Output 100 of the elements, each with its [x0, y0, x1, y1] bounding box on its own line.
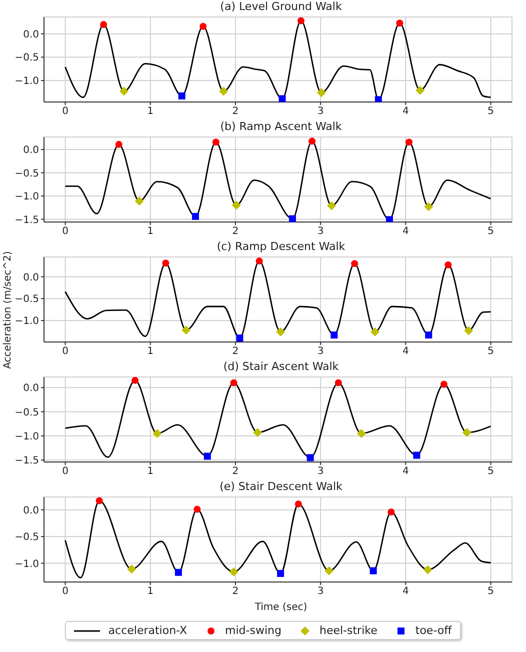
y-tick-label: 0.0 — [23, 272, 39, 284]
y-tick-label: −0.5 — [14, 52, 39, 64]
y-tick-label: 0.0 — [23, 145, 39, 156]
y-tick-label: −1.5 — [14, 456, 39, 467]
legend-label: heel-strike — [319, 624, 378, 637]
x-tick-label: 1 — [147, 586, 154, 598]
point — [232, 200, 241, 210]
x-tick-label: 0 — [62, 226, 68, 238]
point — [100, 20, 108, 28]
x-tick-label: 5 — [488, 106, 494, 118]
y-tick-label: −1.0 — [14, 431, 39, 442]
point — [127, 564, 136, 574]
x-tick-label: 4 — [402, 586, 409, 598]
y-tick-label: −1.0 — [14, 192, 39, 203]
point — [152, 429, 162, 438]
x-tick-label: 0 — [62, 106, 68, 118]
point — [200, 22, 207, 30]
x-tick-label: 5 — [488, 346, 494, 358]
point — [388, 508, 395, 516]
point — [374, 96, 382, 102]
x-tick-label: 4 — [402, 466, 409, 478]
point — [119, 86, 128, 96]
x-tick-label: 2 — [232, 466, 239, 478]
point — [288, 215, 296, 222]
point — [464, 326, 474, 336]
chart-title: (d) Stair Ascent Walk — [223, 360, 339, 373]
point — [276, 327, 286, 336]
point — [370, 327, 380, 336]
x-tick-label: 1 — [147, 226, 154, 238]
x-tick-label: 1 — [147, 106, 154, 118]
x-tick-label: 1 — [147, 466, 154, 478]
x-tick-label: 2 — [232, 346, 239, 358]
y-tick-label: −1.0 — [14, 558, 39, 570]
y-tick-label: −0.5 — [14, 168, 39, 180]
point — [278, 95, 286, 102]
point — [462, 428, 472, 438]
point — [386, 216, 393, 222]
point — [356, 429, 366, 438]
point — [96, 497, 103, 504]
x-tick-label: 4 — [402, 346, 409, 358]
y-tick-label: 0.0 — [23, 505, 39, 516]
point — [327, 201, 336, 210]
x-tick-label: 3 — [317, 346, 324, 358]
legend-label: mid-swing — [225, 624, 282, 637]
chart-title: (b) Ramp Ascent Walk — [219, 120, 343, 134]
point — [182, 326, 191, 335]
point — [134, 196, 144, 206]
point — [306, 454, 314, 462]
y-tick-label: −1.0 — [14, 76, 39, 88]
y-tick-label: −0.5 — [14, 532, 39, 544]
x-tick-label: 2 — [232, 106, 239, 118]
point — [308, 138, 316, 145]
x-tick-label: 5 — [488, 586, 494, 598]
point — [256, 257, 263, 264]
point — [425, 331, 432, 338]
point — [277, 570, 284, 577]
point — [174, 568, 182, 576]
point — [204, 452, 211, 460]
x-tick-label: 2 — [232, 226, 239, 238]
point — [230, 379, 238, 386]
x-tick-label: 3 — [317, 226, 324, 238]
legend-label: acceleration-X — [108, 624, 188, 637]
x-tick-label: 5 — [488, 226, 494, 238]
y-tick-label: 0.0 — [23, 29, 39, 40]
x-tick-label: 4 — [402, 226, 409, 238]
x-tick-label: 0 — [62, 346, 68, 358]
point — [324, 566, 334, 576]
x-tick-label: 2 — [232, 586, 239, 598]
point — [440, 380, 448, 388]
point — [192, 212, 199, 220]
point — [219, 86, 228, 96]
y-tick-label: −0.5 — [14, 407, 39, 418]
point — [424, 202, 434, 212]
x-axis-title: Time (sec) — [254, 602, 308, 613]
y-tick-label: −1.5 — [14, 214, 39, 226]
x-tick-label: 3 — [317, 106, 324, 118]
x-tick-label: 4 — [402, 106, 409, 118]
x-tick-label: 3 — [317, 586, 324, 598]
point — [178, 92, 186, 100]
point — [444, 261, 452, 268]
point — [330, 331, 338, 338]
point — [115, 140, 122, 148]
point — [229, 567, 238, 576]
x-tick-label: 3 — [317, 466, 324, 478]
x-tick-label: 0 — [62, 466, 68, 478]
x-tick-label: 1 — [147, 346, 154, 358]
point — [236, 334, 244, 342]
point — [316, 88, 326, 98]
chart-title: (a) Level Ground Walk — [219, 0, 343, 14]
point — [253, 428, 262, 438]
point — [297, 17, 304, 24]
point — [294, 500, 302, 508]
point — [370, 567, 377, 574]
point — [416, 86, 425, 95]
y-tick-label: 0.0 — [23, 383, 39, 394]
point — [194, 506, 201, 513]
x-tick-label: 5 — [488, 466, 494, 478]
legend-label: toe-off — [415, 624, 452, 637]
x-tick-label: 0 — [62, 586, 68, 598]
point — [334, 379, 342, 386]
